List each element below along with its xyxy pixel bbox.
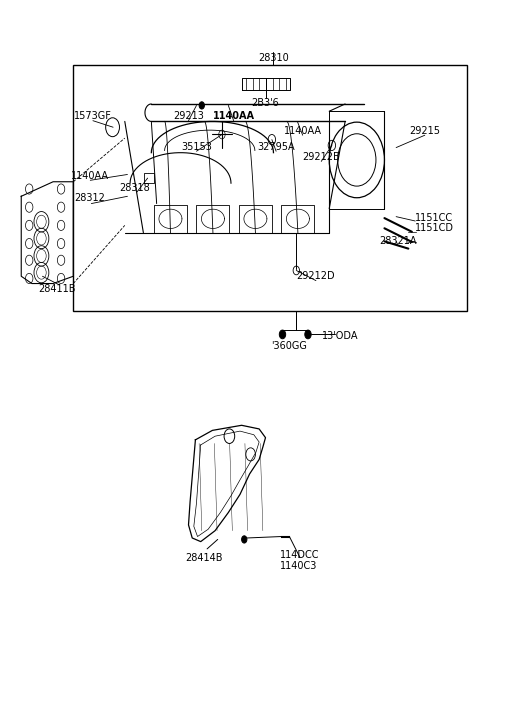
Text: 35153: 35153 <box>181 142 212 152</box>
Text: 114DCC: 114DCC <box>280 550 320 560</box>
Circle shape <box>279 330 286 339</box>
Text: 29212B: 29212B <box>302 152 340 162</box>
Text: 28310: 28310 <box>258 53 289 63</box>
Text: 1140C3: 1140C3 <box>280 561 317 571</box>
Text: 1140AA: 1140AA <box>212 111 255 121</box>
Text: '360GG: '360GG <box>271 341 307 351</box>
Text: 28318: 28318 <box>119 182 150 193</box>
Text: 28414B: 28414B <box>186 553 223 563</box>
Text: 28411B: 28411B <box>39 284 76 294</box>
Text: 1573GF: 1573GF <box>74 111 112 121</box>
Text: 1151CD: 1151CD <box>415 223 454 233</box>
Circle shape <box>242 536 247 543</box>
Text: 13'ODA: 13'ODA <box>322 331 358 341</box>
Text: 29215: 29215 <box>409 126 440 136</box>
Text: 29212D: 29212D <box>297 271 335 281</box>
Circle shape <box>199 102 204 109</box>
Bar <box>73 65 467 311</box>
Text: 29213: 29213 <box>173 111 204 121</box>
Text: 1140AA: 1140AA <box>284 126 322 136</box>
Text: 2B3'6: 2B3'6 <box>252 98 279 108</box>
Text: 28312: 28312 <box>74 193 105 204</box>
Text: 28321A: 28321A <box>380 236 417 246</box>
Circle shape <box>305 330 311 339</box>
Text: 32795A: 32795A <box>258 142 295 152</box>
Text: 1151CC: 1151CC <box>415 213 453 223</box>
Text: 1140AA: 1140AA <box>71 171 109 181</box>
